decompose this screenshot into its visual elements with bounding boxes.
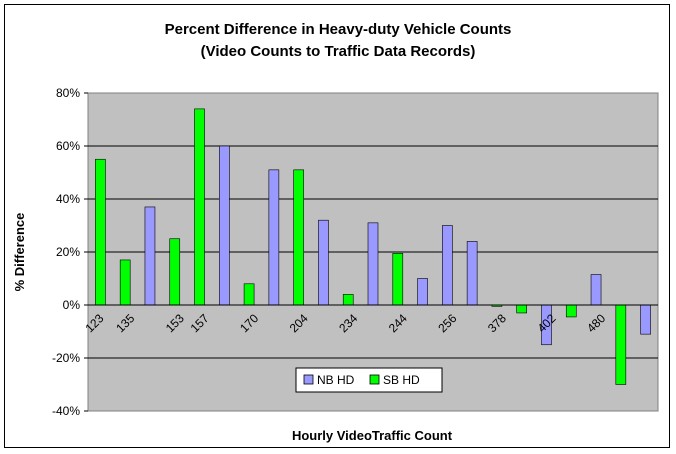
bar-nb-hd (144, 206, 156, 306)
bar-sb-hd (565, 304, 577, 318)
y-axis-title: % Difference (12, 213, 27, 292)
bar-nb-hd (367, 222, 379, 306)
chart-subtitle: (Video Counts to Traffic Data Records) (201, 43, 476, 60)
bars (88, 108, 658, 385)
bar-nb-hd (442, 225, 453, 306)
y-tick-label: 80% (56, 86, 80, 100)
y-axis-ticks: -40% -20% 0% 20% 40% 60% 80% (52, 86, 88, 418)
bar-sb-hd (95, 158, 106, 306)
bar-nb-hd (640, 304, 651, 335)
bar-sb-hd (392, 253, 404, 306)
bar-sb-hd (119, 259, 131, 306)
bar-sb-hd (293, 169, 304, 306)
bar-sb-hd (516, 304, 527, 314)
bar-nb-hd (590, 274, 602, 306)
legend: NB HD SB HD (295, 367, 443, 393)
bar-nb-hd (417, 278, 428, 306)
y-tick-label: 20% (56, 245, 80, 259)
y-tick-label: 0% (63, 298, 81, 312)
bar-nb-hd (318, 219, 329, 306)
bar-sb-hd (194, 108, 205, 306)
legend-label: SB HD (383, 373, 420, 387)
legend-swatch (303, 374, 314, 385)
legend-swatch (369, 374, 380, 385)
y-tick-label: -20% (52, 351, 80, 365)
bar-nb-hd (219, 145, 230, 306)
bar-nb-hd (268, 169, 280, 306)
y-tick-label: 60% (56, 139, 80, 153)
x-axis-title: Hourly VideoTraffic Count (292, 428, 453, 443)
y-tick-label: -40% (52, 404, 80, 418)
chart-title: Percent Difference in Heavy-duty Vehicle… (165, 21, 512, 38)
legend-label: NB HD (317, 373, 355, 387)
bar-nb-hd (466, 241, 478, 306)
y-tick-label: 40% (56, 192, 80, 206)
bar-sb-hd (615, 304, 627, 385)
bar-sb-hd (243, 283, 255, 306)
bar-sb-hd (169, 238, 181, 306)
legend-box (295, 367, 443, 393)
bar-sb-hd (342, 294, 354, 306)
